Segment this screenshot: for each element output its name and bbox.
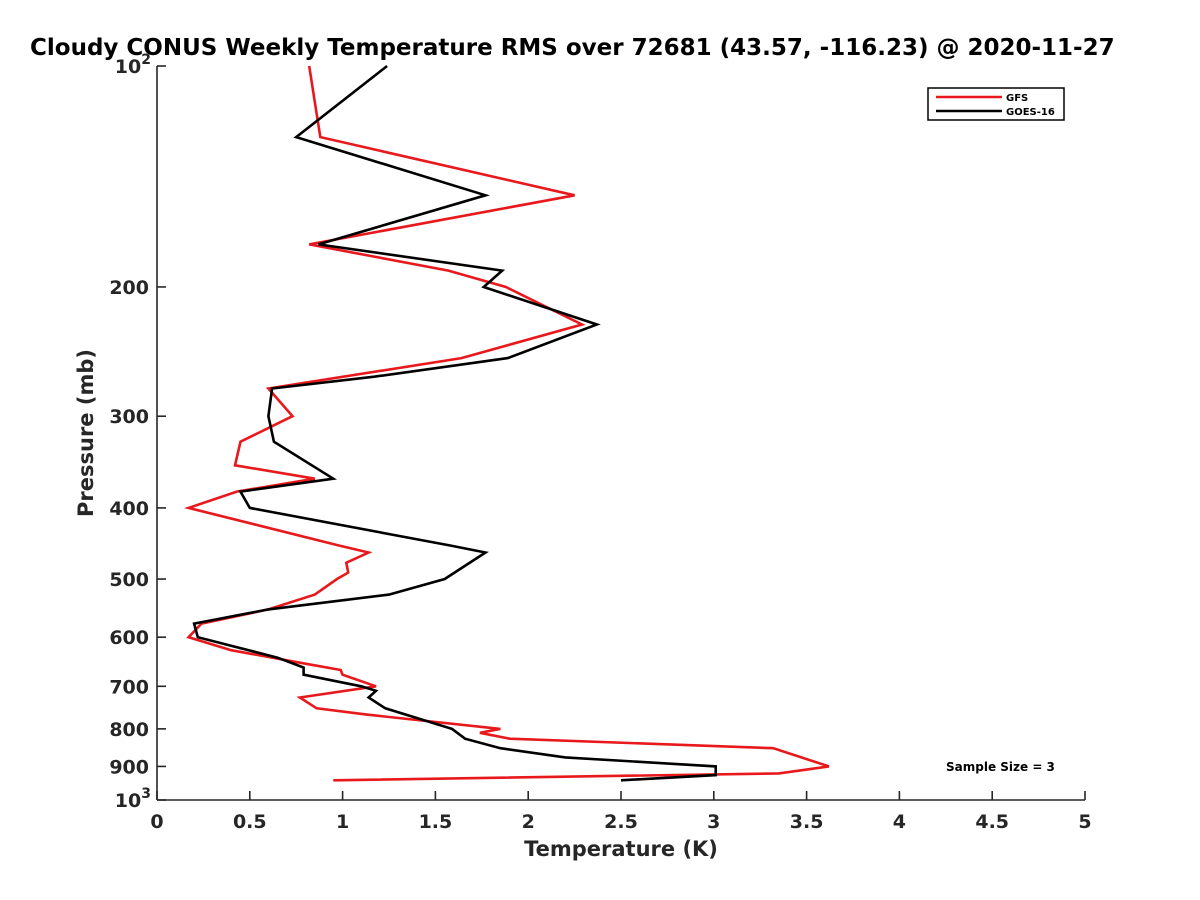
y-tick-label: 102 (115, 52, 151, 78)
x-tick-label: 3 (707, 811, 720, 833)
sample-size-annotation: Sample Size = 3 (946, 760, 1055, 774)
y-tick-label: 600 (109, 627, 149, 649)
y-axis-ticks: 102 200 300 400 500 600 700 800 900 103 (109, 52, 166, 812)
y-tick-label: 900 (109, 756, 149, 778)
x-tick-label: 3.5 (790, 811, 824, 833)
x-tick-label: 2 (522, 811, 535, 833)
legend: GFS GOES-16 (927, 87, 1065, 121)
y-tick-label: 200 (109, 277, 149, 299)
series-line-gfs (183, 65, 830, 782)
x-tick-label: 4 (893, 811, 906, 833)
x-axis-label: Temperature (K) (524, 837, 718, 861)
y-tick-label: 103 (115, 786, 151, 812)
chart-title: Cloudy CONUS Weekly Temperature RMS over… (30, 35, 1115, 61)
x-tick-label: 1 (336, 811, 349, 833)
y-tick-label: 400 (109, 498, 149, 520)
y-axis-label: Pressure (mb) (74, 349, 98, 517)
legend-label: GFS (1006, 93, 1028, 104)
x-tick-label: 0.5 (233, 811, 267, 833)
y-tick-label: 300 (109, 406, 149, 428)
series-line-goes-16 (192, 64, 718, 782)
y-tick-label: 500 (109, 569, 149, 591)
x-tick-label: 5 (1078, 811, 1091, 833)
plot-area (156, 66, 1085, 801)
x-axis-ticks: 0 0.5 1 1.5 2 2.5 3 3.5 4 4.5 5 (150, 791, 1092, 833)
legend-box (927, 87, 1065, 121)
y-tick-label: 800 (109, 719, 149, 741)
y-tick-label: 700 (109, 676, 149, 698)
series-layer (183, 64, 830, 782)
x-tick-label: 2.5 (604, 811, 638, 833)
legend-label: GOES-16 (1006, 107, 1055, 118)
x-tick-label: 0 (150, 811, 163, 833)
x-tick-label: 1.5 (419, 811, 453, 833)
x-tick-label: 4.5 (975, 811, 1009, 833)
